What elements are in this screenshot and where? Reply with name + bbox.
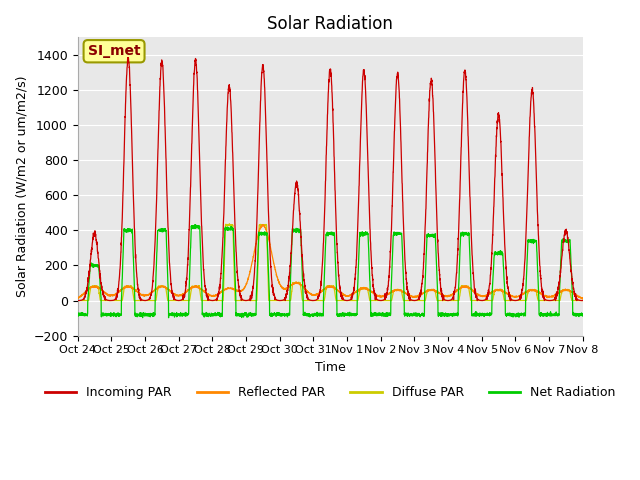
Text: SI_met: SI_met — [88, 44, 140, 58]
Y-axis label: Solar Radiation (W/m2 or um/m2/s): Solar Radiation (W/m2 or um/m2/s) — [15, 76, 28, 297]
Title: Solar Radiation: Solar Radiation — [268, 15, 393, 33]
Legend: Incoming PAR, Reflected PAR, Diffuse PAR, Net Radiation: Incoming PAR, Reflected PAR, Diffuse PAR… — [40, 381, 621, 404]
X-axis label: Time: Time — [315, 361, 346, 374]
